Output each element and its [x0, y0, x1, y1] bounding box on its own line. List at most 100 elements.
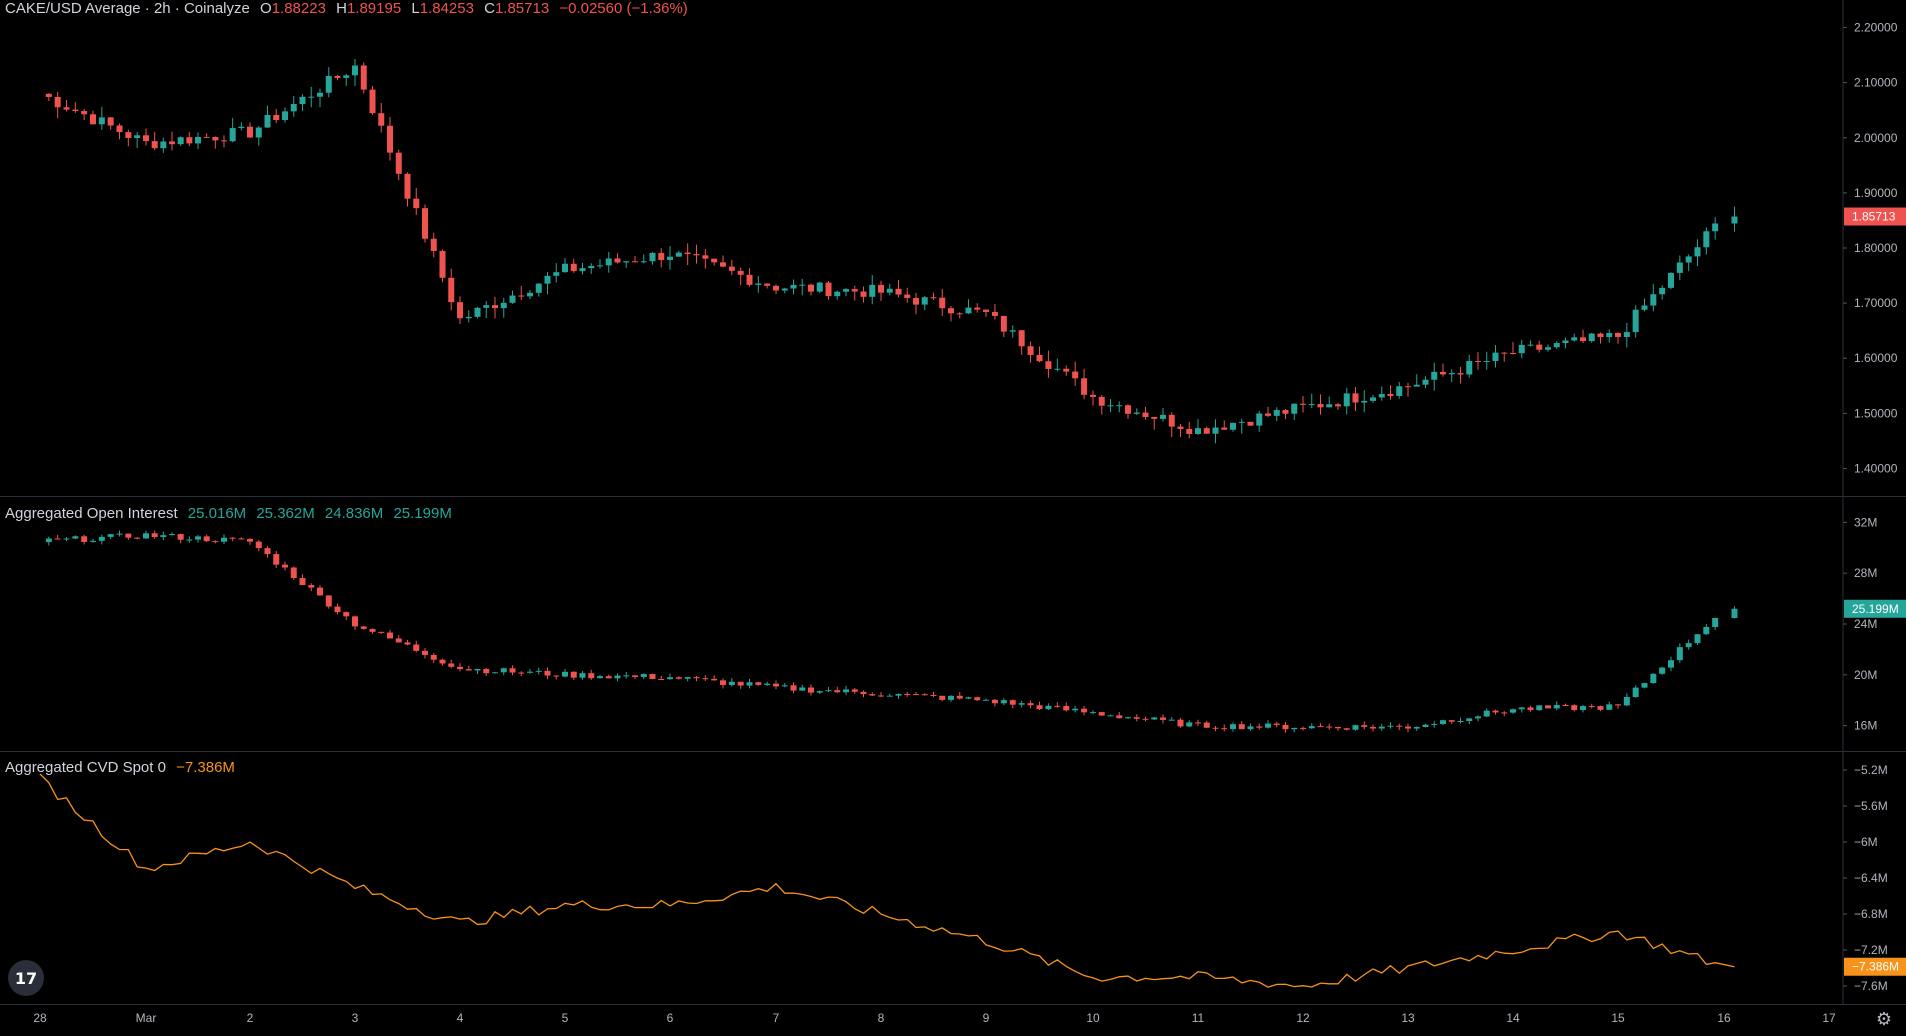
price-candle: [465, 316, 472, 319]
oi-candle: [1650, 673, 1657, 684]
price-candle: [1606, 333, 1613, 338]
price-candle: [387, 125, 393, 153]
price-candle: [439, 250, 446, 278]
oi-candle: [1659, 667, 1666, 674]
price-candle: [1387, 393, 1394, 396]
price-candle: [195, 136, 201, 144]
price-candle: [1422, 379, 1429, 385]
oi-candle: [755, 682, 762, 685]
price-candle: [1501, 352, 1508, 354]
oi-candle: [238, 538, 245, 540]
price-candle: [1641, 305, 1648, 310]
price-candle: [1466, 360, 1473, 375]
oi-candle: [125, 533, 132, 538]
price-candle: [1475, 360, 1481, 362]
cvd-axis-label: −7.6M: [1854, 979, 1888, 993]
price-candle: [773, 285, 779, 291]
oi-low: 24.836M: [324, 505, 384, 522]
oi-candle: [465, 669, 472, 671]
oi-candle: [1571, 705, 1578, 711]
price-candle: [160, 141, 167, 149]
oi-candle: [851, 689, 858, 692]
oi-candle: [1125, 717, 1131, 719]
price-candle: [1300, 403, 1306, 405]
oi-candle: [1107, 715, 1114, 717]
oi-candle: [693, 677, 700, 679]
oi-candle: [939, 695, 946, 700]
price-candle: [527, 292, 533, 297]
price-candle: [282, 111, 288, 121]
price-candle: [448, 277, 455, 303]
price-candle: [1632, 309, 1639, 333]
price-candle: [1098, 396, 1105, 406]
oi-candle: [186, 539, 193, 541]
price-candle: [649, 252, 656, 262]
oi-title: Aggregated Open Interest: [5, 505, 178, 522]
oi-candle: [1230, 724, 1236, 729]
oi-candle: [229, 537, 236, 539]
oi-candle: [535, 670, 542, 672]
oi-candle: [1413, 726, 1420, 729]
price-candle: [614, 258, 621, 263]
oi-candle: [1475, 716, 1481, 719]
oi-candle: [1177, 719, 1184, 727]
oi-candle: [1317, 726, 1324, 728]
oi-candle: [1308, 726, 1315, 729]
price-candle: [1335, 404, 1341, 407]
price-candle: [1659, 287, 1666, 295]
time-axis-label: 15: [1611, 1011, 1625, 1025]
price-candle: [1027, 346, 1034, 355]
price-candle: [1212, 427, 1219, 434]
time-axis-label: 4: [457, 1011, 464, 1025]
oi-candle: [1238, 724, 1245, 730]
price-candle: [509, 295, 516, 303]
price-candle: [1510, 353, 1516, 355]
price-candle: [843, 289, 849, 292]
oi-candle: [1676, 647, 1683, 661]
oi-axis-label: 16M: [1854, 719, 1877, 733]
price-candle: [1000, 315, 1007, 332]
tradingview-logo[interactable]: 17: [8, 960, 44, 996]
price-candle: [1265, 413, 1271, 416]
time-axis-label: 28: [33, 1011, 47, 1025]
price-candle: [1291, 403, 1298, 414]
price-candle: [1361, 400, 1368, 403]
price-candle: [125, 132, 132, 138]
oi-candle: [1641, 683, 1648, 688]
oi-candle: [483, 668, 490, 674]
oi-candle: [395, 638, 402, 643]
price-candle: [544, 275, 551, 284]
price-candle: [1448, 373, 1455, 375]
price-candle: [737, 270, 744, 275]
price-axis-label: 2.00000: [1854, 131, 1898, 145]
gear-icon[interactable]: ⚙: [1875, 1009, 1892, 1029]
oi-candle: [439, 659, 446, 664]
oi-candle: [1072, 708, 1079, 711]
price-candle: [116, 125, 123, 133]
price-candle: [1317, 404, 1324, 408]
oi-candle: [430, 654, 437, 660]
price-symbol: CAKE/USD Average · 2h · Coinalyze: [5, 0, 250, 17]
oi-candle: [1000, 700, 1007, 704]
price-candle: [1054, 368, 1061, 370]
oi-candle: [273, 554, 280, 565]
price-candle: [1405, 386, 1411, 388]
oi-candle: [1527, 707, 1534, 711]
price-candle: [72, 109, 79, 112]
time-axis-label: 11: [1192, 1011, 1205, 1025]
price-candle: [684, 252, 691, 255]
oi-candle: [1045, 705, 1052, 710]
oi-candle: [1168, 719, 1175, 721]
oi-candle: [720, 680, 726, 685]
oi-candle: [413, 644, 420, 651]
oi-candle: [1186, 722, 1193, 727]
price-candle: [869, 284, 876, 297]
price-candle: [134, 135, 141, 138]
oi-candle: [1343, 728, 1350, 730]
time-axis-label: 7: [773, 1011, 780, 1025]
price-candle: [878, 284, 884, 293]
time-axis-label: 12: [1296, 1011, 1310, 1025]
price-candle: [1195, 428, 1201, 434]
time-axis-label: 13: [1401, 1011, 1415, 1025]
